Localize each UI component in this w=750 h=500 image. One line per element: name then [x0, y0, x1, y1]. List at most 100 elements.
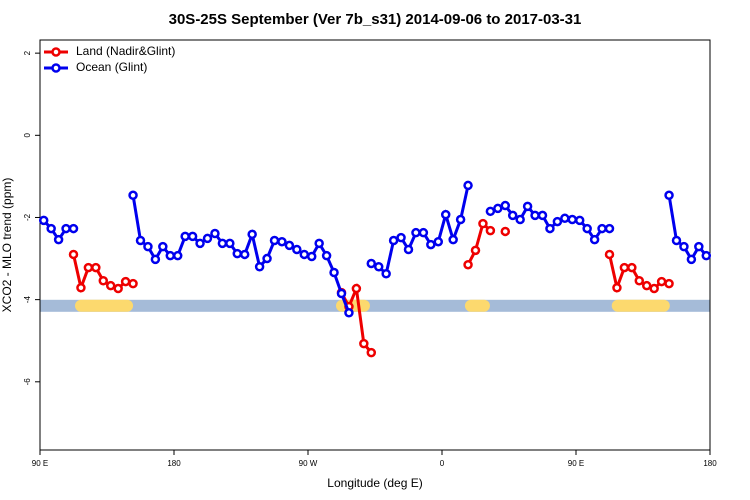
series-point — [38, 215, 49, 226]
x-tick-label: 180 — [703, 459, 717, 468]
series-point — [68, 223, 79, 234]
series-point — [61, 223, 71, 234]
series-point — [321, 250, 332, 261]
series-point — [597, 223, 607, 234]
series-point — [485, 206, 496, 217]
series-point — [113, 283, 123, 294]
series-point — [589, 234, 600, 245]
series-point — [314, 238, 324, 249]
series-point — [440, 209, 451, 220]
series-point — [649, 283, 659, 294]
series-point — [329, 267, 339, 278]
y-tick-label: 0 — [23, 133, 32, 138]
series-point — [239, 249, 250, 260]
series-point — [552, 216, 563, 227]
series-point — [128, 190, 138, 201]
series-point — [68, 249, 79, 260]
series-point — [232, 248, 243, 259]
series-point — [247, 229, 257, 240]
series-point — [292, 244, 302, 255]
series-point — [679, 241, 689, 252]
series-point — [76, 282, 86, 293]
y-tick-label: -6 — [23, 378, 32, 386]
legend-label: Land (Nadir&Glint) — [76, 44, 175, 58]
series-point — [269, 235, 280, 246]
series-point — [500, 226, 511, 237]
series-point — [530, 210, 540, 221]
x-axis-label: Longitude (deg E) — [327, 476, 422, 490]
x-tick-label: 90 W — [299, 459, 318, 468]
legend-marker — [51, 47, 61, 57]
series-point — [500, 200, 511, 211]
series-point — [128, 278, 138, 289]
series-point — [277, 236, 287, 247]
y-tick-label: -2 — [23, 213, 32, 221]
series-point — [403, 244, 414, 255]
series-point — [612, 282, 622, 293]
plot-frame — [39, 39, 711, 451]
series-point — [306, 251, 317, 262]
series-point — [493, 203, 503, 214]
series-point — [433, 236, 444, 247]
series-point — [567, 214, 578, 225]
series-point — [537, 210, 548, 221]
legend-marker — [51, 63, 61, 73]
series-point — [217, 238, 228, 249]
chart-title: 30S-25S September (Ver 7b_s31) 2014-09-0… — [169, 11, 582, 28]
series-point — [507, 210, 518, 221]
x-tick-label: 90 E — [32, 459, 48, 468]
series-point — [351, 283, 362, 294]
x-tick-label: 0 — [440, 459, 445, 468]
series-point — [515, 214, 525, 225]
series-point — [254, 262, 265, 272]
legend-label: Ocean (Glint) — [76, 60, 147, 74]
series-point — [656, 276, 667, 287]
series-point — [641, 280, 652, 291]
series-point — [582, 223, 592, 234]
series-point — [604, 223, 615, 234]
series-point — [135, 235, 146, 246]
y-tick-label: 2 — [23, 50, 32, 55]
series-point — [150, 254, 161, 265]
series-point — [560, 213, 570, 224]
series-point — [120, 276, 131, 287]
series-point — [373, 262, 384, 272]
series-point — [262, 253, 272, 264]
series-point — [545, 223, 555, 234]
series-point — [143, 241, 153, 252]
series-point — [463, 180, 473, 191]
series-point — [83, 262, 94, 273]
series-point — [388, 235, 399, 246]
series-point — [366, 258, 377, 269]
series-point — [574, 215, 585, 226]
series-point — [344, 308, 354, 318]
series-point — [694, 241, 704, 252]
series-line — [42, 185, 708, 314]
x-tick-label: 180 — [167, 459, 181, 468]
series-point — [195, 238, 205, 249]
series-point — [418, 227, 429, 238]
x-tick-label: 90 E — [568, 459, 584, 468]
series-point — [284, 240, 295, 251]
series-point — [448, 234, 458, 245]
series-point — [478, 218, 488, 229]
series-point — [522, 201, 533, 212]
land-band — [611, 299, 670, 312]
series-point — [53, 234, 64, 245]
series-point — [664, 278, 674, 289]
series-point — [686, 254, 697, 265]
series-point — [46, 223, 56, 234]
series-point — [172, 250, 183, 261]
series-point — [396, 232, 406, 243]
series-point — [426, 239, 436, 250]
series-point — [411, 227, 421, 238]
series-point — [158, 241, 168, 252]
series-point — [619, 262, 630, 273]
series-point — [202, 233, 213, 244]
land-band — [464, 299, 490, 312]
series-point — [604, 249, 615, 260]
series-point — [299, 249, 310, 260]
series-point — [98, 275, 109, 286]
series-point — [470, 245, 481, 256]
series-point — [187, 231, 198, 242]
